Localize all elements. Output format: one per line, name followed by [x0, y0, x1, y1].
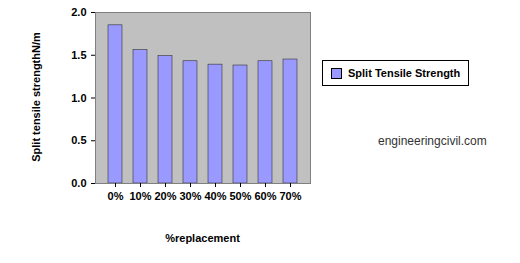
svg-text:0.5: 0.5: [71, 134, 86, 146]
svg-text:1.5: 1.5: [71, 49, 86, 61]
html-text:Split Tensile Strength: Split Tensile Strength: [348, 67, 461, 79]
html-text:engineeringcivil.com: engineeringcivil.com: [378, 134, 487, 148]
html-text:%replacement: %replacement: [165, 232, 240, 244]
svg-text:20%: 20%: [154, 190, 176, 202]
svg-text:60%: 60%: [254, 190, 276, 202]
svg-text:50%: 50%: [229, 190, 251, 202]
html-text:Split tensile strengthN/m: Split tensile strengthN/m: [30, 32, 42, 162]
svg-text:70%: 70%: [279, 190, 301, 202]
svg-text:2.0: 2.0: [71, 6, 86, 18]
svg-text:1.0: 1.0: [71, 92, 86, 104]
svg-text:30%: 30%: [179, 190, 201, 202]
svg-text:10%: 10%: [129, 190, 151, 202]
svg-text:40%: 40%: [204, 190, 226, 202]
svg-text:0%: 0%: [108, 190, 124, 202]
svg-text:0.0: 0.0: [71, 177, 86, 189]
